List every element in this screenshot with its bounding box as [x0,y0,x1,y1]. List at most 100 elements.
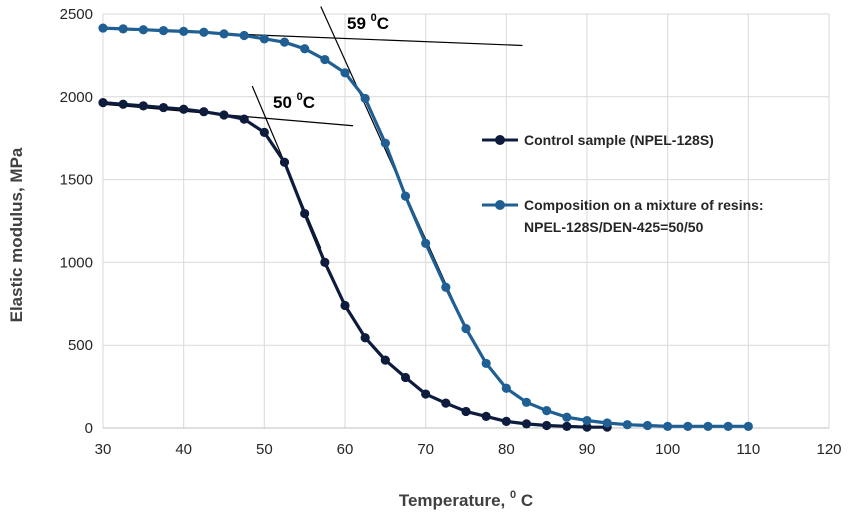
x-tick-label: 50 [256,441,273,458]
y-tick-label: 2000 [60,89,93,106]
data-point [118,24,128,34]
x-tick-label: 90 [579,441,596,458]
data-point [259,34,269,44]
y-tick-label: 500 [68,337,93,354]
data-point [219,110,229,120]
data-point [239,30,249,41]
data-point [138,101,148,111]
data-point [582,415,592,426]
data-point [461,324,471,334]
data-point [98,97,108,108]
data-point [380,355,390,365]
data-point [219,29,229,39]
legend-item-composition: Composition on a mixture of resins: NPEL… [482,197,764,235]
data-point [582,422,592,432]
data-point [562,421,572,431]
data-point [683,421,693,431]
data-point [441,398,451,408]
x-tick-label: 80 [498,441,515,458]
data-point [562,412,572,422]
x-tick-label: 60 [337,441,354,458]
data-point [320,54,330,65]
legend-marker-control [495,135,505,145]
data-point [663,421,673,431]
data-point [622,420,632,430]
y-tick-label: 1000 [60,254,93,271]
x-tick-label: 110 [736,441,760,458]
legend-marker-composition [495,200,505,210]
y-tick-label: 1500 [60,172,93,189]
data-point [703,421,713,431]
legend-label-control: Control sample (NPEL-128S) [524,132,714,148]
legend-label-composition-line1: Composition on a mixture of resins: [524,197,764,213]
annotation-sup: 0 [297,91,303,103]
data-point [158,102,169,113]
data-point [158,25,169,36]
x-tick-label: 40 [175,441,192,458]
data-point [380,138,390,148]
data-point [602,418,612,428]
data-point [340,68,350,78]
annotation-value: 50 [273,93,297,112]
data-point [279,37,290,47]
data-point [461,406,471,417]
legend-label-composition-line2: NPEL-128S/DEN-425=50/50 [524,219,704,235]
data-point [360,93,370,104]
annotation-label: 50 0C [273,91,315,112]
data-point [400,191,411,201]
series-line-0 [102,101,608,429]
data-point [279,157,290,167]
y-tick-label: 2500 [60,6,93,23]
data-point [521,419,532,429]
grid [102,13,830,429]
data-point [542,406,552,416]
data-point [300,44,310,54]
data-point [441,282,451,292]
legend: Control sample (NPEL-128S) Composition o… [482,132,764,235]
data-point [179,104,189,114]
tick-labels: 30 40 50 60 70 80 90 100 110 12005001000150020002… [60,6,842,458]
annotation-sup: 0 [371,12,377,24]
data-point [199,27,209,37]
x-tick-label: 120 [816,441,841,458]
annotation-unit: C [377,14,389,33]
x-tick-label: 70 [417,441,434,458]
x-axis-title-main: Temperature, [399,491,510,510]
data-point [642,420,653,431]
y-axis-title: Elastic modulus, MPa [7,147,26,322]
x-axis-title: Temperature, 0 C [399,489,533,510]
annotation-unit: C [303,93,315,112]
data-point [360,333,370,343]
data-point [340,300,350,311]
data-point [421,238,431,248]
annotation-label: 59 0C [347,12,389,33]
data-point [481,411,491,422]
data-point [300,208,310,219]
x-axis-title-unit: C [516,491,533,510]
x-tick-label: 30 [95,441,112,458]
x-axis-title-sup: 0 [510,489,516,501]
data-point [501,416,511,426]
annotation-value: 59 [347,14,371,33]
data-point [521,397,532,407]
data-point [199,107,209,117]
data-point [743,421,753,431]
data-point [138,25,148,35]
y-tick-label: 0 [85,420,93,437]
x-tick-label: 100 [655,441,680,458]
data-point [542,420,552,431]
data-point [481,358,491,369]
data-point [421,389,431,399]
data-point [501,383,511,393]
legend-item-control: Control sample (NPEL-128S) [482,132,714,148]
data-point [239,114,249,124]
data-point [179,26,189,36]
data-point [259,127,269,138]
data-point [723,421,733,431]
data-point [118,99,128,109]
data-point [98,23,108,33]
series-layer [98,23,753,432]
data-point [320,257,330,267]
